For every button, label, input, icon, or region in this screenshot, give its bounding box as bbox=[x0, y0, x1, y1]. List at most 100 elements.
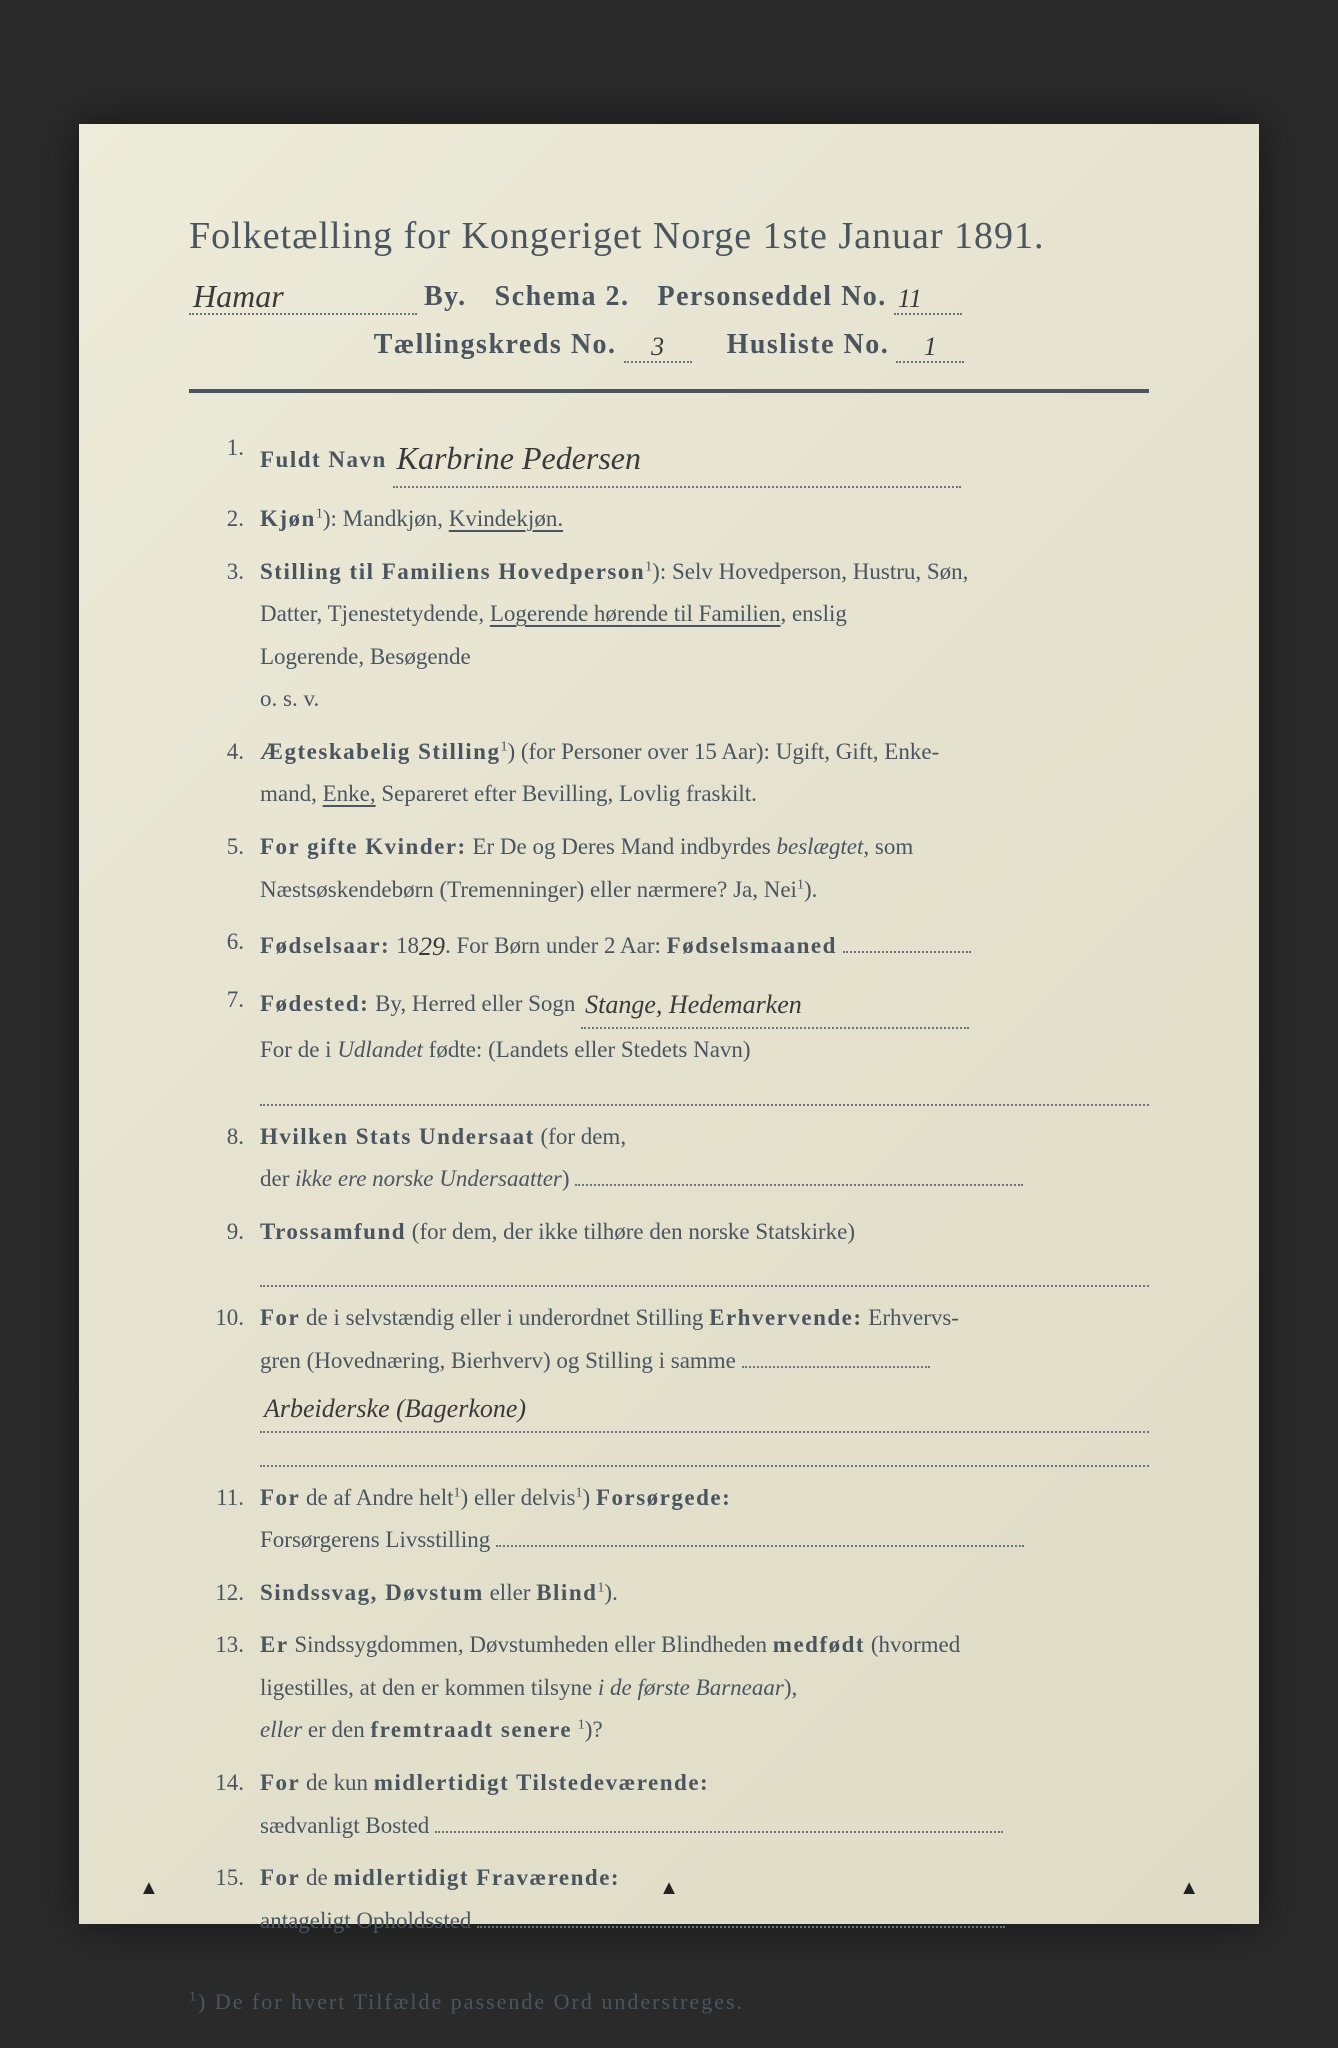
label3: fremtraadt senere bbox=[370, 1717, 572, 1742]
field-content: For de af Andre helt1) eller delvis1) Fo… bbox=[260, 1477, 1149, 1562]
month-field bbox=[843, 951, 971, 953]
footnote-text: ) De for hvert Tilfælde passende Ord und… bbox=[198, 1989, 744, 2014]
label: Fødselsaar: bbox=[260, 933, 390, 958]
footnote-sup: 1 bbox=[189, 1990, 198, 2005]
text1: By, Herred eller Sogn bbox=[375, 991, 575, 1016]
label: Trossamfund bbox=[260, 1219, 406, 1244]
text1-after: (hvormed bbox=[871, 1632, 960, 1657]
sup: 1 bbox=[316, 507, 323, 522]
field-content: Fuldt Navn Karbrine Pedersen bbox=[260, 427, 1149, 488]
field-content: For de i selvstændig eller i underordnet… bbox=[260, 1297, 1149, 1466]
year-prefix: 18 bbox=[396, 933, 419, 958]
occupation-field: Arbeiderske (Bagerkone) bbox=[260, 1383, 1149, 1433]
text1: de i selvstændig eller i underordnet Sti… bbox=[306, 1305, 703, 1330]
label: Er bbox=[260, 1632, 289, 1657]
field-num: 2. bbox=[189, 498, 260, 541]
field-num: 1. bbox=[189, 427, 260, 488]
field-10: 10. For de i selvstændig eller i underor… bbox=[189, 1297, 1149, 1466]
line2: antageligt Opholdssted bbox=[260, 1908, 471, 1933]
field-8: 8. Hvilken Stats Undersaat (for dem, der… bbox=[189, 1116, 1149, 1201]
year-value: 29 bbox=[419, 923, 445, 971]
opts-line2a: Datter, Tjenestetydende, bbox=[260, 601, 484, 626]
opts-line2b: Separeret efter Bevilling, Lovlig fraski… bbox=[381, 781, 757, 806]
text1: de kun bbox=[306, 1770, 368, 1795]
husliste-no: 1 bbox=[924, 332, 937, 362]
field-3: 3. Stilling til Familiens Hovedperson1):… bbox=[189, 551, 1149, 721]
label2: Fødselsmaaned bbox=[667, 933, 837, 958]
schema-label: Schema 2. bbox=[495, 281, 630, 312]
field-content: For de midlertidigt Fraværende: antageli… bbox=[260, 1857, 1149, 1942]
text1-italic: beslægtet bbox=[776, 834, 863, 859]
label: Hvilken Stats Undersaat bbox=[260, 1124, 535, 1149]
text3-italic: eller bbox=[260, 1717, 302, 1742]
dotted-field bbox=[575, 1184, 1023, 1186]
form-body: 1. Fuldt Navn Karbrine Pedersen 2. Kjøn1… bbox=[189, 427, 1149, 2023]
dotted-line bbox=[260, 1076, 1149, 1106]
taellingskreds-label: Tællingskreds No. bbox=[374, 329, 617, 360]
field-num: 13. bbox=[189, 1624, 260, 1752]
label-b: midlertidigt Fraværende: bbox=[333, 1865, 620, 1890]
label-a: For bbox=[260, 1485, 300, 1510]
field-content: Trossamfund (for dem, der ikke tilhøre d… bbox=[260, 1211, 1149, 1288]
field-2: 2. Kjøn1): Mandkjøn, Kvindekjøn. bbox=[189, 498, 1149, 541]
line2: sædvanligt Bosted bbox=[260, 1813, 429, 1838]
text1: de bbox=[306, 1865, 328, 1890]
text1-after: , som bbox=[863, 834, 913, 859]
label-after: ): bbox=[652, 559, 666, 584]
binding-pin-icon: ▲ bbox=[659, 1877, 679, 1900]
opts-line2-underlined: Enke, bbox=[323, 781, 376, 806]
field-5: 5. For gifte Kvinder: Er De og Deres Man… bbox=[189, 826, 1149, 911]
label-b: Forsørgede: bbox=[596, 1485, 731, 1510]
dotted-line bbox=[260, 1257, 1149, 1287]
label2: medfødt bbox=[773, 1632, 865, 1657]
city-handwritten: Hamar bbox=[193, 278, 284, 315]
divider-rule bbox=[189, 389, 1149, 393]
main-title: Folketælling for Kongeriget Norge 1ste J… bbox=[189, 214, 1149, 258]
field-num: 15. bbox=[189, 1857, 260, 1942]
field-content: Fødested: By, Herred eller Sogn Stange, … bbox=[260, 979, 1149, 1106]
label-b: midlertidigt Tilstedeværende: bbox=[374, 1770, 709, 1795]
field-num: 5. bbox=[189, 826, 260, 911]
text1-after: Erhvervs- bbox=[868, 1305, 959, 1330]
field-num: 9. bbox=[189, 1211, 260, 1288]
text2: Næstsøskendebørn (Tremenninger) eller næ… bbox=[260, 877, 797, 902]
text2b: ), bbox=[784, 1675, 797, 1700]
option-male: Mandkjøn, bbox=[343, 506, 443, 531]
text2-italic: i de første Barneaar bbox=[598, 1675, 784, 1700]
label-a: For bbox=[260, 1305, 300, 1330]
label: Ægteskabelig Stilling bbox=[260, 739, 500, 764]
opts-line4: o. s. v. bbox=[260, 686, 319, 711]
binding-pin-icon: ▲ bbox=[139, 1877, 159, 1900]
city-schema-line: Hamar By. Schema 2. Personseddel No. 11 bbox=[189, 276, 1149, 315]
text3: ) bbox=[583, 1485, 591, 1510]
text2a: ligestilles, at den er kommen tilsyne bbox=[260, 1675, 592, 1700]
field-num: 10. bbox=[189, 1297, 260, 1466]
dotted-field bbox=[742, 1366, 930, 1368]
occupation-value: Arbeiderske (Bagerkone) bbox=[264, 1385, 526, 1433]
dotted-line bbox=[260, 1437, 1149, 1467]
footnote: 1) De for hvert Tilfælde passende Ord un… bbox=[189, 1982, 1149, 2023]
field-content: Fødselsaar: 1829. For Børn under 2 Aar: … bbox=[260, 921, 1149, 969]
personseddel-label: Personseddel No. bbox=[657, 281, 886, 312]
text2b: fødte: (Landets eller Stedets Navn) bbox=[429, 1037, 751, 1062]
census-form-paper: Folketælling for Kongeriget Norge 1ste J… bbox=[79, 124, 1259, 1924]
label-b: Erhvervende: bbox=[709, 1305, 862, 1330]
taellingskreds-field: 3 bbox=[624, 329, 692, 363]
sup: 1 bbox=[578, 1718, 585, 1733]
dotted-field bbox=[477, 1926, 1005, 1928]
after: ). bbox=[604, 1580, 617, 1605]
label-a: For bbox=[260, 1865, 300, 1890]
label: Fuldt Navn bbox=[260, 447, 387, 472]
field-13: 13. Er Sindssygdommen, Døvstumheden elle… bbox=[189, 1624, 1149, 1752]
kreds-husliste-line: Tællingskreds No. 3 Husliste No. 1 bbox=[189, 329, 1149, 363]
text2-italic: Udlandet bbox=[337, 1037, 423, 1062]
text1: Er De og Deres Mand indbyrdes bbox=[472, 834, 770, 859]
husliste-label: Husliste No. bbox=[727, 329, 890, 360]
field-num: 7. bbox=[189, 979, 260, 1106]
text2-italic: ikke ere norske Undersaatter bbox=[295, 1166, 562, 1191]
label2: Blind bbox=[536, 1580, 597, 1605]
dotted-field bbox=[435, 1831, 1003, 1833]
field-num: 4. bbox=[189, 731, 260, 816]
text1: de af Andre helt bbox=[306, 1485, 454, 1510]
by-label: By. bbox=[424, 281, 467, 312]
